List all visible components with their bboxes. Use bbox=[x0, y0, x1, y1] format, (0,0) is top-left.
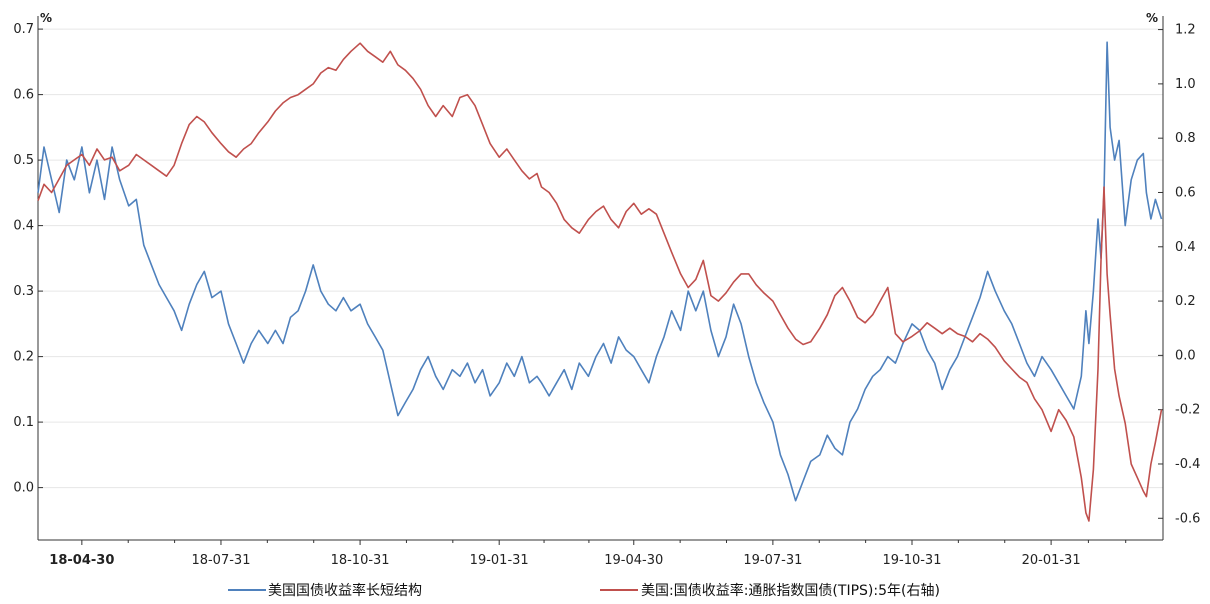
left-tick-label-5: 0.5 bbox=[13, 153, 34, 168]
right-tick-label-0: -0.6 bbox=[1175, 511, 1200, 526]
x-tick-label-3: 19-01-31 bbox=[470, 553, 529, 568]
legend: 美国国债收益率长短结构 美国:国债收益率:通胀指数国债(TIPS):5年(右轴) bbox=[228, 582, 940, 599]
right-tick-label-7: 0.8 bbox=[1175, 131, 1196, 146]
right-tick-label-9: 1.2 bbox=[1175, 23, 1196, 38]
left-tick-label-3: 0.3 bbox=[13, 284, 34, 299]
x-tick-label-2: 18-10-31 bbox=[331, 553, 390, 568]
left-tick-label-7: 0.7 bbox=[13, 22, 34, 37]
right-axis-unit: % bbox=[1146, 11, 1158, 25]
x-tick-label-1: 18-07-31 bbox=[191, 553, 250, 568]
right-axis-ticks: -0.6 -0.4 -0.2 0.0 0.2 0.4 0.6 0.8 1.0 1.2 bbox=[1158, 23, 1200, 526]
right-tick-label-8: 1.0 bbox=[1175, 77, 1196, 92]
axes: % % bbox=[37, 11, 1164, 541]
x-tick-label-4: 19-04-30 bbox=[604, 553, 663, 568]
right-tick-label-2: -0.2 bbox=[1175, 403, 1200, 418]
left-tick-label-2: 0.2 bbox=[13, 350, 34, 365]
series-line-1 bbox=[37, 42, 1163, 522]
series-lines bbox=[37, 41, 1163, 522]
series-line-0 bbox=[37, 41, 1163, 502]
right-tick-label-5: 0.4 bbox=[1175, 240, 1196, 255]
x-tick-label-0: 18-04-30 bbox=[49, 553, 114, 568]
left-tick-label-1: 0.1 bbox=[13, 415, 34, 430]
left-tick-label-6: 0.6 bbox=[13, 88, 34, 103]
legend-label-series-0: 美国国债收益率长短结构 bbox=[268, 582, 422, 599]
x-tick-label-6: 19-10-31 bbox=[882, 553, 941, 568]
left-tick-label-4: 0.4 bbox=[13, 219, 34, 234]
x-tick-label-7: 20-01-31 bbox=[1022, 553, 1081, 568]
legend-label-series-1: 美国:国债收益率:通胀指数国债(TIPS):5年(右轴) bbox=[641, 582, 940, 599]
grid-lines bbox=[38, 28, 1163, 489]
x-axis-ticks: 18-04-30 18-07-31 18-10-31 19-01-31 19-04-30… bbox=[49, 540, 1127, 568]
left-tick-label-0: 0.0 bbox=[13, 481, 34, 496]
right-tick-label-4: 0.2 bbox=[1175, 294, 1196, 309]
left-axis-unit: % bbox=[40, 11, 52, 25]
x-tick-label-5: 19-07-31 bbox=[743, 553, 802, 568]
left-axis-ticks: 0.0 0.1 0.2 0.3 0.4 0.5 0.6 0.7 bbox=[13, 22, 43, 496]
right-tick-label-6: 0.6 bbox=[1175, 185, 1196, 200]
right-tick-label-3: 0.0 bbox=[1175, 348, 1196, 363]
right-tick-label-1: -0.4 bbox=[1175, 457, 1200, 472]
